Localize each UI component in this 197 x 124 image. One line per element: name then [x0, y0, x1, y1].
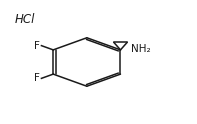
Text: F: F: [34, 41, 40, 51]
Text: NH₂: NH₂: [131, 44, 151, 54]
Text: HCl: HCl: [15, 13, 35, 26]
Text: F: F: [34, 73, 40, 83]
